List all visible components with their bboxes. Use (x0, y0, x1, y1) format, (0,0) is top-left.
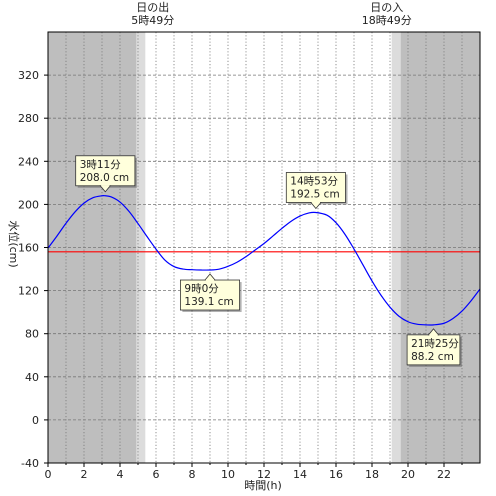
y-tick-label: 120 (18, 285, 39, 298)
y-tick-label: 160 (18, 242, 39, 255)
sun-event-label: 日の入 (370, 1, 403, 14)
tide-line (47, 194, 481, 326)
x-tick-label: 12 (257, 468, 271, 481)
y-tick-label: 0 (32, 414, 39, 427)
tick-labels: 0 2 4 6 8 10 12 14 16 18 20 22 -40 0 40 80 120 160 200 240 2… (18, 69, 463, 481)
callout-box (179, 279, 240, 311)
y-tick-label: 320 (18, 69, 39, 82)
x-tick-label: 0 (45, 468, 52, 481)
gridlines (48, 32, 480, 463)
callout-level: 88.2 cm (411, 351, 454, 363)
x-tick-label: 14 (293, 468, 307, 481)
sun-event-time: 5時49分 (131, 14, 174, 27)
y-tick-label: 240 (18, 155, 39, 168)
callout-level: 139.1 cm (184, 296, 233, 308)
callout-time: 14時53分 (290, 175, 338, 187)
callout-box (75, 155, 136, 187)
x-tick-label: 16 (329, 468, 343, 481)
x-tick-label: 8 (189, 468, 196, 481)
y-tick-label: 280 (18, 112, 39, 125)
callout-level: 208.0 cm (80, 172, 129, 184)
x-tick-label: 4 (117, 468, 124, 481)
twilight-band (391, 32, 401, 463)
callout-box (285, 172, 346, 203)
x-tick-label: 6 (153, 468, 160, 481)
y-axis-label: 水位(cm) (7, 220, 21, 267)
callout-box (406, 334, 461, 366)
series-layer (47, 194, 481, 326)
y-tick-label: -40 (21, 457, 39, 470)
callout-level: 192.5 cm (290, 188, 339, 200)
callout-time: 3時11分 (80, 159, 122, 171)
y-tick-label: 200 (18, 198, 39, 211)
callout-time: 9時0分 (184, 283, 219, 295)
y-tick-label: 40 (25, 371, 39, 384)
x-tick-label: 18 (365, 468, 379, 481)
x-tick-label: 10 (221, 468, 235, 481)
x-tick-label: 22 (437, 468, 451, 481)
x-tick-label: 20 (401, 468, 415, 481)
callout-time: 21時25分 (411, 338, 459, 350)
x-tick-label: 2 (81, 468, 88, 481)
sun-event-time: 18時49分 (362, 14, 412, 27)
y-tick-label: 80 (25, 328, 39, 341)
x-axis-label: 時間(h) (244, 479, 282, 492)
sun-event-label: 日の出 (136, 0, 169, 14)
